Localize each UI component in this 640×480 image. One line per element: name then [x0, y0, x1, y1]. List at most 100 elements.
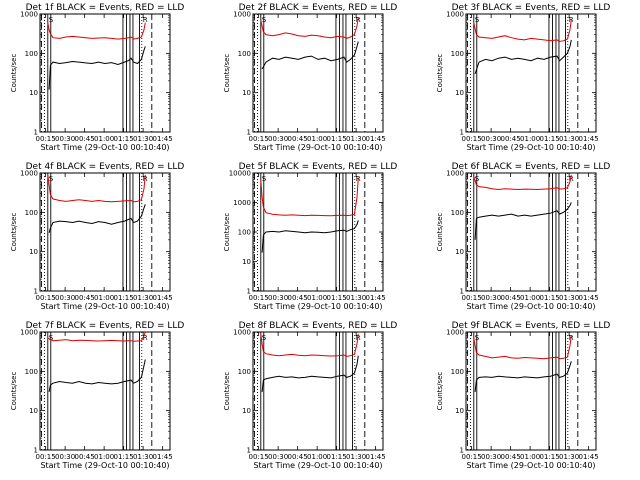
y-tick-label: 10000: [229, 170, 251, 178]
x-tick-label: 01:45: [366, 294, 386, 302]
x-tick-label: 00:45: [501, 135, 521, 143]
x-tick-label: 01:00: [94, 294, 114, 302]
x-tick-label: 01:30: [346, 453, 366, 461]
x-tick-label: 01:00: [94, 453, 114, 461]
x-tick-label: 01:00: [307, 294, 327, 302]
plot-frame: [39, 331, 171, 451]
x-tick-label: 00:30: [481, 294, 501, 302]
x-tick-label: 00:30: [268, 294, 288, 302]
x-tick-label: 00:15: [249, 453, 269, 461]
x-tick-label: 00:15: [462, 135, 482, 143]
x-tick-label: 01:30: [559, 294, 579, 302]
y-tick-label: 1000: [233, 329, 251, 337]
y-axis-label: Counts/sec: [436, 213, 444, 252]
x-tick-label: 01:00: [520, 294, 540, 302]
y-tick-label: 1000: [446, 11, 464, 19]
x-tick-label: 01:30: [346, 135, 366, 143]
y-tick-label: 1: [460, 288, 464, 296]
x-tick-label: 00:15: [36, 453, 56, 461]
plot-frame: [465, 172, 597, 292]
y-tick-label: 1: [247, 129, 251, 137]
marker-flag: S: [49, 16, 54, 24]
y-tick-label: 1: [247, 288, 251, 296]
x-tick-label: 01:45: [366, 453, 386, 461]
x-tick-label: 00:15: [462, 453, 482, 461]
events-series-line: [48, 46, 146, 90]
x-tick-label: 01:45: [579, 294, 599, 302]
y-axis-label: Counts/sec: [10, 213, 18, 252]
marker-flag: R: [569, 175, 574, 183]
x-tick-label: 01:30: [346, 294, 366, 302]
y-tick-label: 1: [460, 447, 464, 455]
lld-series-line: [473, 20, 572, 43]
events-series-line: [261, 41, 359, 70]
x-axis-label: Start Time (29-Oct-10 00:10:40): [253, 143, 382, 152]
y-tick-label: 1: [34, 129, 38, 137]
x-axis-label: Start Time (29-Oct-10 00:10:40): [253, 461, 382, 470]
x-tick-label: 01:45: [366, 135, 386, 143]
events-series-line: [48, 359, 146, 392]
plot-frame: [465, 13, 597, 133]
marker-flag: R: [143, 334, 148, 342]
x-axis-label: Start Time (29-Oct-10 00:10:40): [466, 143, 595, 152]
x-tick-label: 01:15: [114, 453, 134, 461]
x-tick-label: 00:45: [288, 135, 308, 143]
x-tick-label: 01:30: [133, 294, 153, 302]
y-tick-label: 100: [451, 209, 464, 217]
x-tick-label: 01:15: [540, 453, 560, 461]
x-tick-label: 00:45: [75, 294, 95, 302]
y-tick-label: 100: [238, 229, 251, 237]
y-tick-label: 1000: [446, 329, 464, 337]
panel-title: Det 6f BLACK = Events, RED = LLD: [452, 162, 611, 172]
x-tick-label: 00:30: [55, 453, 75, 461]
y-tick-label: 1: [460, 129, 464, 137]
y-tick-label: 1: [34, 288, 38, 296]
y-axis-label: Counts/sec: [223, 213, 231, 252]
y-tick-label: 100: [25, 209, 38, 217]
y-axis-label: Counts/sec: [223, 54, 231, 93]
y-tick-label: 100: [25, 50, 38, 58]
x-tick-label: 01:00: [307, 135, 327, 143]
marker-flag: S: [262, 334, 267, 342]
x-tick-label: 00:15: [36, 135, 56, 143]
x-tick-label: 00:45: [288, 453, 308, 461]
panel-title: Det 5f BLACK = Events, RED = LLD: [239, 162, 398, 172]
lld-series-line: [473, 174, 572, 191]
y-axis-label: Counts/sec: [436, 372, 444, 411]
y-axis-label: Counts/sec: [436, 54, 444, 93]
x-tick-label: 00:45: [501, 453, 521, 461]
x-tick-label: 00:30: [268, 453, 288, 461]
marker-flag: R: [569, 16, 574, 24]
x-tick-label: 00:45: [288, 294, 308, 302]
y-tick-label: 10: [242, 258, 251, 266]
events-series-line: [474, 202, 572, 240]
lld-series-line: [47, 174, 146, 203]
x-tick-label: 01:45: [153, 294, 173, 302]
marker-flag: S: [475, 16, 480, 24]
x-tick-label: 01:15: [114, 135, 134, 143]
y-tick-label: 100: [25, 368, 38, 376]
marker-flag: S: [475, 334, 480, 342]
x-tick-label: 01:15: [114, 294, 134, 302]
plot-frame: [252, 13, 384, 133]
events-series-line: [261, 220, 359, 253]
x-tick-label: 00:45: [75, 453, 95, 461]
x-tick-label: 01:00: [94, 135, 114, 143]
y-tick-label: 1: [247, 447, 251, 455]
panel-title: Det 8f BLACK = Events, RED = LLD: [239, 321, 398, 331]
lld-series-line: [473, 335, 572, 360]
marker-flag: S: [262, 175, 267, 183]
y-tick-label: 10: [29, 89, 38, 97]
y-tick-label: 100: [451, 368, 464, 376]
y-tick-label: 100: [238, 368, 251, 376]
